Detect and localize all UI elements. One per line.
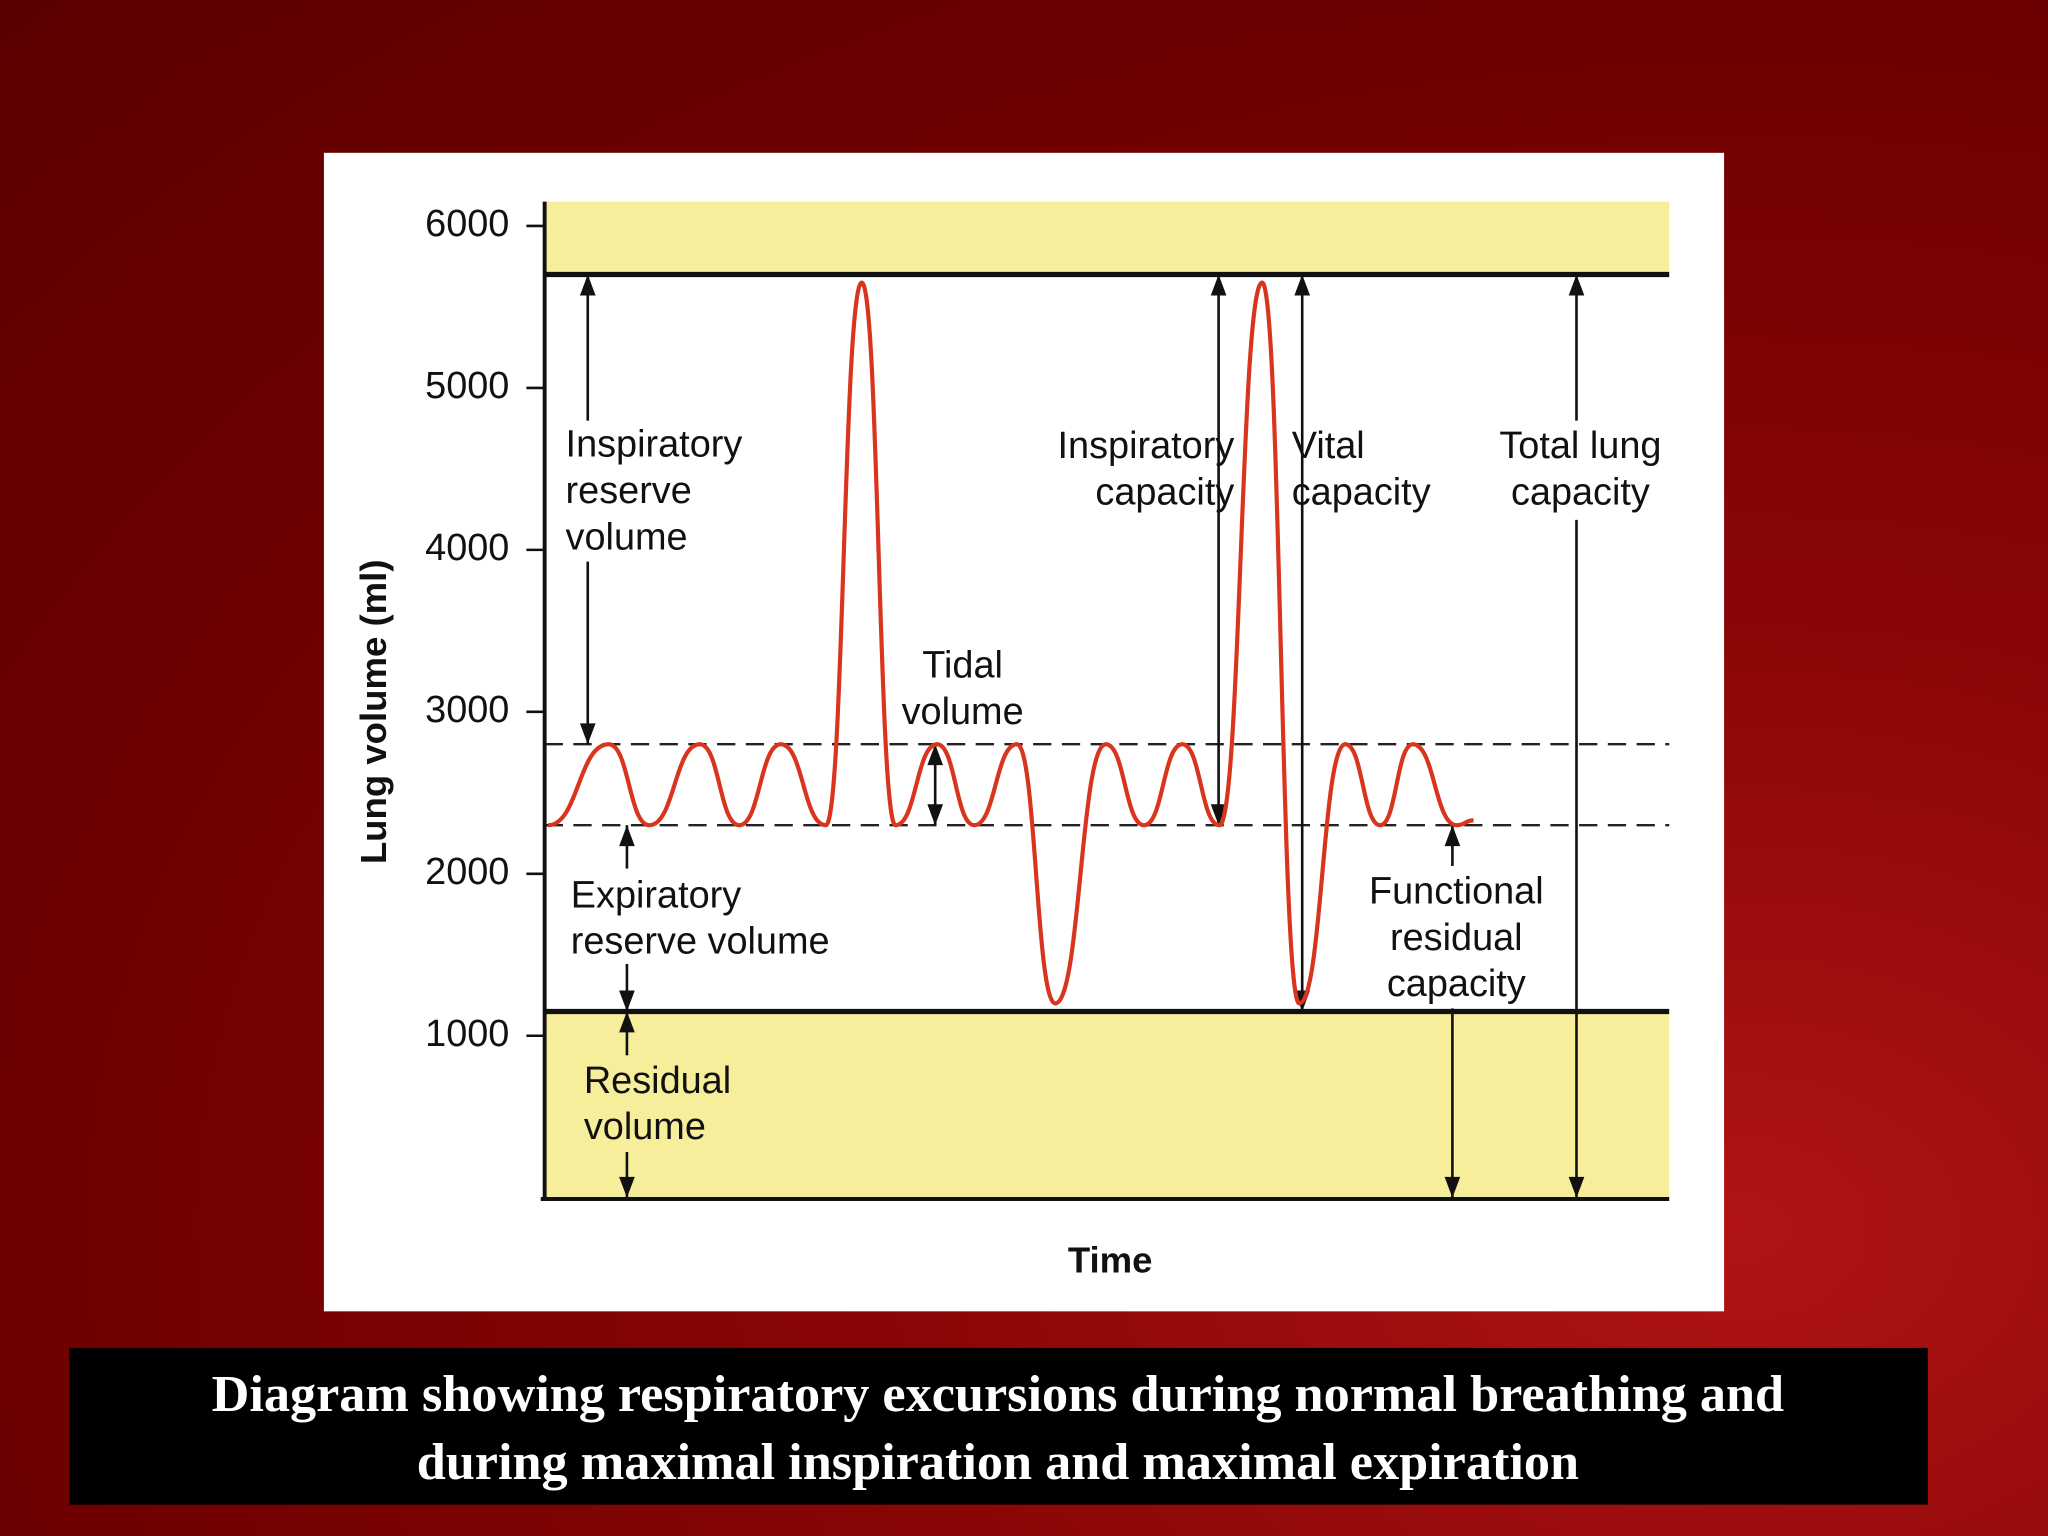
arrow-head [927,804,944,826]
annotation: Vital [1292,425,1365,467]
arrow-head [619,825,635,847]
y-tick-label: 2000 [425,851,509,893]
annotation: Inspiratory [1058,425,1235,467]
arrow-head [579,723,596,745]
x-axis-label: Time [1068,1240,1153,1281]
volume-curve [547,280,1474,1006]
y-tick-label: 5000 [425,365,509,407]
y-tick-label: 3000 [425,689,509,731]
annotation: volume [566,516,688,558]
annotation: reserve [566,470,692,512]
annotation: reserve volume [571,921,830,963]
arrow-head [927,744,944,766]
arrow-head [1568,274,1585,296]
band-upper [544,201,1670,275]
y-tick-label: 1000 [425,1013,509,1055]
arrow-head [1568,1176,1585,1198]
y-tick-label: 4000 [425,527,509,569]
y-tick-label: 6000 [425,203,509,245]
annotation: Tidal [922,644,1003,686]
arrow-head [1444,825,1461,847]
arrow-head [1444,1176,1461,1198]
caption-line: during maximal inspiration and maximal e… [417,1433,1579,1491]
arrow-head [579,274,596,296]
arrow-head [1294,274,1311,296]
annotation: Expiratory [571,874,741,916]
annotation: residual [1390,917,1523,959]
annotation: Total lung [1499,425,1661,467]
y-axis-label: Lung volume (ml) [353,559,394,864]
caption-line: Diagram showing respiratory excursions d… [212,1365,1784,1423]
arrow-head [619,990,635,1012]
plot: 1000 2000 3000 4000 5000 6000 Lung volume (ml)… [353,201,1670,1281]
arrow-head [619,1011,635,1033]
annotation: volume [584,1106,706,1148]
annotation: volume [902,691,1024,733]
slide-content: 1000 2000 3000 4000 5000 6000 Lung volume (ml)… [69,152,1928,1505]
annotation: capacity [1511,471,1650,513]
annotation: Functional [1369,870,1544,912]
annotation: capacity [1292,471,1431,513]
caption-box [69,1347,1928,1505]
arrow-head [1210,274,1227,296]
arrow-head [619,1176,635,1198]
band-lower [544,1011,1670,1198]
arrow-head [1210,804,1227,826]
annotation: capacity [1095,471,1234,513]
annotation: capacity [1387,963,1526,1005]
annotation: Residual [584,1060,731,1102]
annotation: Inspiratory [566,424,743,466]
